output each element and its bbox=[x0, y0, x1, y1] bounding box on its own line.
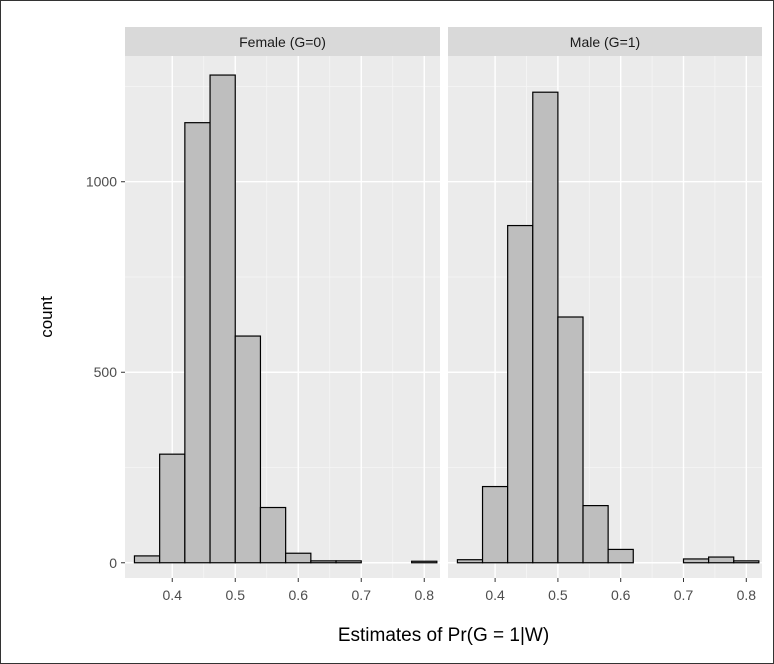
facet-panel-female: Female (G=0) 0.4 0.5 0.6 0.7 0.8 bbox=[125, 27, 440, 603]
histogram-bar bbox=[682, 558, 710, 564]
x-tick-label: 0.5 bbox=[226, 587, 246, 603]
histogram-bar bbox=[733, 560, 760, 564]
x-tick-label: 0.4 bbox=[163, 587, 183, 603]
histogram-bar bbox=[557, 316, 584, 564]
facet-strip-label-female: Female (G=0) bbox=[239, 34, 326, 50]
histogram-bar bbox=[184, 122, 211, 564]
histogram-bar bbox=[133, 555, 161, 564]
histogram-bar bbox=[335, 560, 362, 564]
histogram-bar bbox=[507, 224, 534, 564]
histogram-bar bbox=[532, 91, 559, 564]
x-axis-male: 0.4 0.5 0.6 0.7 0.8 bbox=[485, 578, 756, 603]
histogram-bar bbox=[234, 335, 262, 564]
histogram-bar bbox=[310, 560, 337, 564]
x-tick-label: 0.7 bbox=[352, 587, 372, 603]
histogram-bar bbox=[708, 556, 735, 564]
y-axis-title: count bbox=[37, 296, 56, 338]
y-tick-label: 1000 bbox=[86, 174, 117, 190]
histogram-bar bbox=[456, 559, 484, 564]
facet-panel-male: Male (G=1) 0.4 0.5 0.6 0.7 0.8 bbox=[448, 27, 762, 603]
histogram-bar bbox=[159, 453, 186, 564]
facet-strip-label-male: Male (G=1) bbox=[570, 34, 640, 50]
histogram-bar bbox=[411, 560, 438, 564]
y-tick-label: 0 bbox=[109, 555, 117, 571]
x-tick-label: 0.6 bbox=[611, 587, 631, 603]
x-axis-title: Estimates of Pr(G = 1|W) bbox=[338, 625, 549, 646]
facet-strip-male bbox=[448, 27, 762, 56]
bars-female bbox=[133, 74, 438, 564]
x-tick-label: 0.7 bbox=[674, 587, 694, 603]
histogram-bar bbox=[582, 505, 609, 564]
x-tick-label: 0.8 bbox=[415, 587, 435, 603]
y-axis: 0 500 1000 bbox=[86, 174, 125, 571]
histogram-bar bbox=[259, 506, 287, 564]
histogram-bar bbox=[285, 552, 312, 564]
histogram-bar bbox=[209, 74, 236, 564]
histogram-bar bbox=[607, 548, 634, 564]
x-tick-label: 0.5 bbox=[548, 587, 568, 603]
facet-strip-female bbox=[125, 27, 440, 56]
x-tick-label: 0.8 bbox=[737, 587, 757, 603]
x-tick-label: 0.6 bbox=[289, 587, 309, 603]
y-tick-label: 500 bbox=[94, 364, 118, 380]
histogram-bar bbox=[481, 485, 509, 564]
bars-male bbox=[456, 91, 760, 564]
x-axis-female: 0.4 0.5 0.6 0.7 0.8 bbox=[163, 578, 435, 603]
x-tick-label: 0.4 bbox=[485, 587, 505, 603]
